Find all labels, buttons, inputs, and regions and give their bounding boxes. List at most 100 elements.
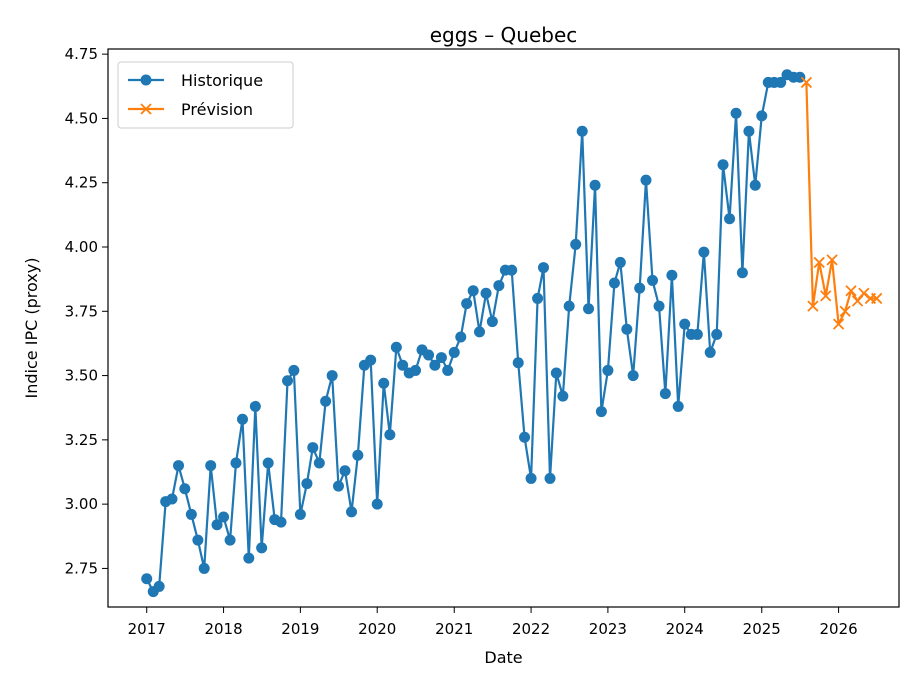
data-point: [218, 511, 230, 523]
data-point: [851, 295, 864, 307]
data-point: [192, 534, 204, 546]
data-point: [493, 280, 505, 292]
data-point: [166, 493, 178, 505]
data-point: [724, 213, 736, 225]
data-point: [249, 400, 261, 412]
data-point: [205, 460, 217, 472]
x-tick-label: 2023: [589, 620, 627, 638]
data-point: [672, 400, 684, 412]
data-point: [871, 292, 883, 305]
data-point: [602, 364, 614, 376]
data-point: [288, 364, 300, 376]
axes-frame: [107, 48, 900, 608]
data-point: [410, 364, 422, 376]
data-point: [480, 287, 492, 299]
data-point: [313, 457, 325, 469]
data-point: [576, 125, 588, 137]
y-axis: 2.75 3.00 3.25 3.50 3.75 4.00 4.25 4.50 4.75: [65, 45, 108, 577]
data-point: [307, 442, 319, 454]
series-layer: [141, 69, 883, 598]
data-point: [429, 359, 441, 371]
data-point: [595, 406, 607, 418]
data-point: [346, 506, 358, 518]
data-point: [326, 370, 338, 382]
x-tick-label: 2017: [128, 620, 166, 638]
data-point: [858, 287, 870, 299]
legend-box: [117, 61, 294, 129]
y-axis-label: Indice IPC (proxy): [22, 258, 41, 399]
data-point: [544, 472, 556, 484]
data-point: [506, 264, 518, 276]
data-point: [525, 472, 537, 484]
data-point: [211, 519, 223, 531]
data-point: [813, 256, 825, 269]
data-point: [550, 367, 562, 379]
data-point: [634, 282, 646, 294]
data-point: [800, 76, 813, 89]
y-tick-label: 4.50: [65, 109, 98, 127]
data-point: [423, 349, 435, 361]
data-point: [698, 246, 710, 258]
data-point: [371, 498, 383, 510]
data-point: [230, 457, 242, 469]
data-point: [749, 179, 761, 191]
data-point: [378, 377, 390, 389]
x-tick-label: 2020: [358, 620, 396, 638]
data-point: [332, 480, 344, 492]
data-point: [512, 357, 524, 369]
y-tick-label: 4.75: [65, 45, 98, 63]
data-point: [339, 465, 351, 477]
data-point: [775, 76, 787, 88]
chart-title: eggs – Quebec: [430, 23, 578, 47]
series-prevision: [800, 76, 883, 330]
data-point: [519, 431, 531, 443]
x-tick-label: 2026: [819, 620, 857, 638]
data-point: [711, 328, 723, 340]
data-point: [794, 71, 806, 83]
data-point: [397, 359, 409, 371]
legend-label: Historique: [181, 71, 263, 90]
data-point: [185, 508, 197, 520]
data-point: [820, 290, 832, 302]
y-tick-label: 3.00: [65, 495, 98, 513]
y-tick-label: 3.75: [65, 302, 98, 320]
data-point: [442, 364, 454, 376]
data-point: [679, 318, 691, 330]
data-point: [826, 254, 838, 266]
data-point: [236, 413, 248, 425]
x-tick-label: 2019: [281, 620, 319, 638]
data-point: [198, 562, 210, 574]
data-point: [224, 534, 236, 546]
data-point: [614, 256, 626, 268]
data-point: [262, 457, 274, 469]
data-point: [557, 390, 569, 402]
x-tick-label: 2018: [204, 620, 242, 638]
data-point: [455, 331, 467, 343]
data-point: [653, 300, 665, 312]
data-point: [390, 341, 402, 353]
data-point: [704, 346, 716, 358]
data-point: [743, 125, 755, 137]
data-point: [384, 429, 396, 441]
data-point: [647, 274, 659, 286]
data-point: [845, 285, 857, 297]
x-tick-label: 2022: [512, 620, 550, 638]
data-point: [243, 552, 255, 564]
data-point: [173, 460, 185, 472]
data-point: [352, 449, 364, 461]
x-tick-label: 2021: [435, 620, 473, 638]
data-point: [179, 483, 191, 495]
data-point: [294, 508, 306, 520]
y-tick-label: 3.50: [65, 367, 98, 385]
data-point: [320, 395, 332, 407]
data-point: [756, 110, 768, 122]
data-point: [153, 580, 165, 592]
data-point: [608, 277, 620, 289]
legend-marker: [140, 103, 152, 115]
data-point: [532, 292, 544, 304]
data-point: [640, 174, 652, 186]
x-tick-label: 2025: [743, 620, 781, 638]
data-point: [141, 573, 153, 585]
data-point: [435, 352, 447, 364]
